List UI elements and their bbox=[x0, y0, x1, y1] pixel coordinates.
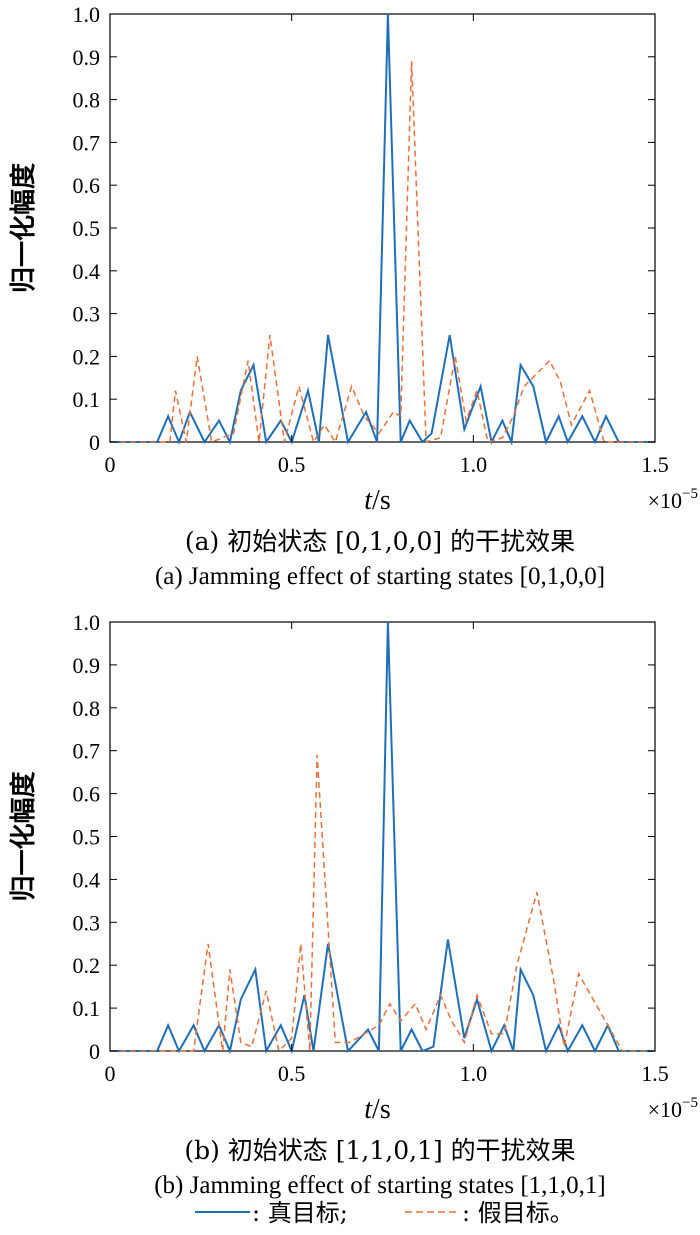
x-tick-label: 0.5 bbox=[278, 452, 306, 477]
x-axis-label-a: t/s bbox=[364, 485, 390, 516]
panel-a: 0 0.1 0.2 0.3 0.4 0.5 0.6 0.7 0.8 0.9 1.0 0 0.5 1.0 1.… bbox=[8, 2, 698, 590]
y-axis-label-b: 归一化幅度 bbox=[8, 771, 39, 901]
y-tick-label: 0.2 bbox=[73, 344, 101, 369]
x-tick-label: 1.0 bbox=[460, 452, 488, 477]
false-target-series-line bbox=[110, 61, 655, 444]
y-tick-label: 0.4 bbox=[73, 259, 101, 284]
y-tick-label: 0.2 bbox=[73, 953, 101, 978]
y-tick-label: 0 bbox=[89, 1039, 100, 1064]
caption-zh-b: (b) 初始状态 [1,1,0,1] 的干扰效果 bbox=[184, 1136, 575, 1165]
y-tick-label: 0.5 bbox=[73, 216, 101, 241]
y-tick-label: 0.9 bbox=[73, 45, 101, 70]
y-tick-label: 0.8 bbox=[73, 88, 101, 113]
x-tick-label: 1.5 bbox=[641, 1061, 669, 1086]
y-tick-label: 0.5 bbox=[73, 825, 101, 850]
y-tick-label: 0.1 bbox=[73, 387, 101, 412]
x-multiplier-b: ×10−5 bbox=[648, 1095, 698, 1122]
x-axis-label-b: t/s bbox=[364, 1094, 390, 1125]
y-tick-label: 1.0 bbox=[73, 610, 101, 635]
y-tick-label: 0.3 bbox=[73, 302, 101, 327]
y-tick-label: 0.4 bbox=[73, 867, 101, 892]
caption-zh-a: (a) 初始状态 [0,1,0,0] 的干扰效果 bbox=[185, 527, 575, 556]
false-target-series-line bbox=[110, 754, 655, 1053]
x-tick-label: 1.0 bbox=[460, 1061, 488, 1086]
legend-false-label: : 假目标。 bbox=[462, 1199, 574, 1227]
y-tick-label: 0.7 bbox=[73, 739, 101, 764]
y-tick-label: 0.7 bbox=[73, 130, 101, 155]
caption-en-a: (a) Jamming effect of starting states [0… bbox=[155, 563, 605, 590]
x-tick-label: 0.5 bbox=[278, 1061, 306, 1086]
y-tick-label: 0.6 bbox=[73, 782, 101, 807]
y-tick-label: 0.1 bbox=[73, 996, 101, 1021]
y-tick-label: 0 bbox=[89, 430, 100, 455]
y-tick-label: 0.6 bbox=[73, 173, 101, 198]
y-tick-label: 0.8 bbox=[73, 696, 101, 721]
y-tick-label: 1.0 bbox=[73, 2, 101, 27]
true-target-series-line bbox=[110, 621, 655, 1055]
y-axis-label-a: 归一化幅度 bbox=[8, 163, 39, 293]
caption-en-b: (b) Jamming effect of starting states [1… bbox=[154, 1172, 606, 1199]
x-tick-label: 0 bbox=[105, 452, 116, 477]
x-multiplier-a: ×10−5 bbox=[648, 486, 698, 513]
y-tick-label: 0.9 bbox=[73, 653, 101, 678]
panel-b: 0 0.1 0.2 0.3 0.4 0.5 0.6 0.7 0.8 0.9 1.0 0 0.5 1.0 1.… bbox=[8, 610, 698, 1199]
legend-true-label: : 真目标; bbox=[252, 1199, 348, 1227]
y-tick-label: 0.3 bbox=[73, 910, 101, 935]
legend: : 真目标; : 假目标。 bbox=[195, 1199, 574, 1227]
x-tick-label: 1.5 bbox=[641, 452, 669, 477]
x-tick-label: 0 bbox=[105, 1061, 116, 1086]
true-target-series-line bbox=[110, 13, 655, 446]
